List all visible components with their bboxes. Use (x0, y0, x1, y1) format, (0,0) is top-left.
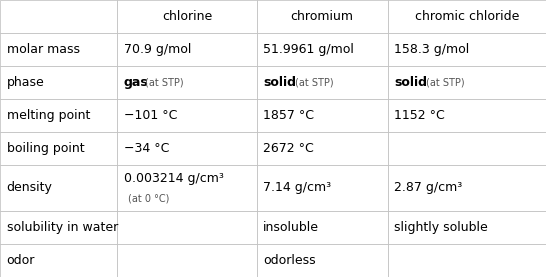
Text: 2.87 g/cm³: 2.87 g/cm³ (394, 181, 462, 194)
Bar (117, 211, 257, 244)
Text: boiling point: boiling point (7, 142, 84, 155)
Bar (0, 211, 117, 244)
Text: 1152 °C: 1152 °C (394, 109, 445, 122)
Text: solid: solid (263, 76, 296, 89)
Bar (257, 66, 388, 99)
Bar (257, 33, 388, 66)
Bar (388, 0, 546, 33)
Bar (388, 244, 546, 277)
Bar (388, 132, 546, 165)
Text: 2672 °C: 2672 °C (263, 142, 314, 155)
Text: chromium: chromium (290, 10, 354, 23)
Text: slightly soluble: slightly soluble (394, 221, 488, 234)
Text: density: density (7, 181, 52, 194)
Bar (117, 33, 257, 66)
Bar (0, 0, 117, 33)
Text: molar mass: molar mass (7, 43, 80, 56)
Bar (117, 66, 257, 99)
Text: (at STP): (at STP) (425, 78, 464, 88)
Bar (257, 244, 388, 277)
Text: (at STP): (at STP) (145, 78, 183, 88)
Bar (257, 99, 388, 132)
Bar (0, 33, 117, 66)
Bar (388, 66, 546, 99)
Text: 70.9 g/mol: 70.9 g/mol (124, 43, 191, 56)
Text: (at STP): (at STP) (294, 78, 333, 88)
Text: solid: solid (394, 76, 427, 89)
Text: solubility in water: solubility in water (7, 221, 118, 234)
Text: odor: odor (7, 254, 35, 267)
Bar (117, 244, 257, 277)
Text: chromic chloride: chromic chloride (414, 10, 519, 23)
Bar (257, 132, 388, 165)
Text: odorless: odorless (263, 254, 316, 267)
Text: gas: gas (124, 76, 149, 89)
Bar (257, 211, 388, 244)
Bar (0, 244, 117, 277)
Text: −101 °C: −101 °C (124, 109, 177, 122)
Bar (0, 165, 117, 211)
Text: 51.9961 g/mol: 51.9961 g/mol (263, 43, 354, 56)
Bar (0, 99, 117, 132)
Bar (117, 0, 257, 33)
Bar (117, 165, 257, 211)
Bar (388, 33, 546, 66)
Text: phase: phase (7, 76, 44, 89)
Bar (257, 0, 388, 33)
Bar (0, 132, 117, 165)
Text: insoluble: insoluble (263, 221, 319, 234)
Bar (388, 99, 546, 132)
Text: (at 0 °C): (at 0 °C) (128, 193, 170, 203)
Text: melting point: melting point (7, 109, 90, 122)
Bar (117, 99, 257, 132)
Text: 1857 °C: 1857 °C (263, 109, 314, 122)
Bar (117, 132, 257, 165)
Bar (388, 165, 546, 211)
Text: 158.3 g/mol: 158.3 g/mol (394, 43, 470, 56)
Text: 0.003214 g/cm³: 0.003214 g/cm³ (124, 172, 224, 185)
Bar (257, 165, 388, 211)
Text: −34 °C: −34 °C (124, 142, 169, 155)
Text: 7.14 g/cm³: 7.14 g/cm³ (263, 181, 331, 194)
Bar (0, 66, 117, 99)
Text: chlorine: chlorine (162, 10, 212, 23)
Bar (388, 211, 546, 244)
